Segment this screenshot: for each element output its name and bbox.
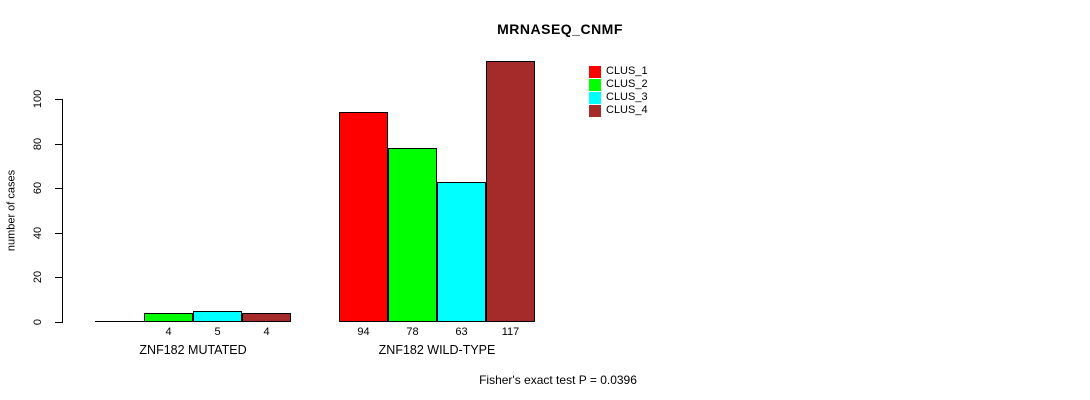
bar-clus_2	[388, 148, 437, 322]
legend-label: CLUS_3	[606, 91, 648, 103]
y-tick-label: 60	[32, 181, 44, 195]
y-axis-line	[62, 99, 63, 323]
y-tick	[55, 277, 62, 278]
bar-clus_1	[339, 112, 388, 322]
y-tick-label: 40	[32, 226, 44, 240]
bar-clus_4	[486, 61, 535, 322]
bar-value-label: 5	[214, 326, 221, 338]
legend-row: CLUS_3	[589, 91, 648, 104]
bar-value-label: 4	[165, 326, 172, 338]
bar-clus_3	[193, 311, 242, 322]
y-tick	[55, 144, 62, 145]
y-axis-label: number of cases	[5, 169, 18, 252]
bar-value-label: 117	[501, 326, 520, 338]
y-tick-label: 20	[32, 270, 44, 284]
chart-title: MRNASEQ_CNMF	[497, 21, 623, 37]
group-label-mutated: ZNF182 MUTATED	[139, 343, 247, 357]
legend-label: CLUS_2	[606, 78, 648, 90]
bar-clus_3	[437, 182, 486, 322]
y-tick	[55, 188, 62, 189]
legend: CLUS_1 CLUS_2 CLUS_3 CLUS_4	[589, 65, 648, 117]
legend-row: CLUS_1	[589, 65, 648, 78]
bar-value-label: 94	[357, 326, 370, 338]
legend-swatch-icon	[589, 91, 601, 104]
y-tick-label: 100	[32, 89, 44, 109]
fisher-test-footnote: Fisher's exact test P = 0.0396	[479, 373, 637, 387]
legend-swatch-icon	[589, 65, 601, 78]
y-tick-label: 0	[32, 318, 44, 326]
legend-swatch-icon	[589, 104, 601, 117]
y-tick	[55, 322, 62, 323]
bar-value-label: 4	[263, 326, 270, 338]
bar-value-label: 63	[455, 326, 468, 338]
y-tick	[55, 233, 62, 234]
legend-label: CLUS_1	[606, 65, 648, 77]
bar-clus_2	[144, 313, 193, 322]
legend-row: CLUS_4	[589, 104, 648, 117]
bar-clus_4	[242, 313, 291, 322]
legend-swatch-icon	[589, 78, 601, 91]
bar-value-label: 78	[406, 326, 419, 338]
legend-row: CLUS_2	[589, 78, 648, 91]
y-tick-label: 80	[32, 137, 44, 151]
legend-label: CLUS_4	[606, 104, 648, 116]
y-tick	[55, 99, 62, 100]
bar-clus_1	[95, 321, 144, 322]
group-label-wild-type: ZNF182 WILD-TYPE	[378, 343, 496, 357]
